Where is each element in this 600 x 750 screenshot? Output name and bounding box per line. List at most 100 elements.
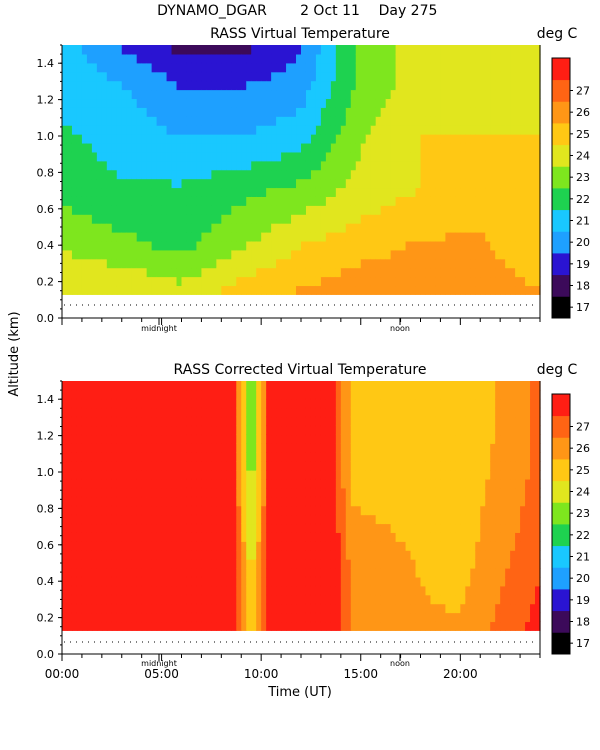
heatmap-cell bbox=[485, 196, 491, 206]
heatmap-cell bbox=[221, 232, 227, 242]
heatmap-cell bbox=[91, 478, 98, 489]
heatmap-cell bbox=[320, 434, 327, 444]
heatmap-cell bbox=[301, 443, 307, 453]
heatmap-cell bbox=[301, 125, 307, 135]
heatmap-cell bbox=[315, 621, 322, 631]
heatmap-cell bbox=[111, 267, 118, 278]
heatmap-cell bbox=[305, 568, 312, 578]
heatmap-cell bbox=[286, 550, 292, 560]
heatmap-cell bbox=[430, 196, 437, 206]
heatmap-cell bbox=[425, 258, 432, 269]
heatmap-cell bbox=[131, 416, 138, 427]
heatmap-cell bbox=[390, 470, 397, 480]
heatmap-cell bbox=[126, 478, 133, 489]
heatmap-cell bbox=[296, 621, 302, 631]
heatmap-cell bbox=[455, 125, 461, 135]
heatmap-cell bbox=[350, 612, 357, 623]
heatmap-cell bbox=[211, 169, 217, 180]
heatmap-cell bbox=[340, 612, 347, 623]
heatmap-cell bbox=[106, 398, 113, 409]
heatmap-cell bbox=[156, 514, 163, 525]
heatmap-cell bbox=[345, 585, 352, 596]
heatmap-cell bbox=[66, 559, 73, 569]
heatmap-cell bbox=[251, 80, 257, 91]
heatmap-cell bbox=[71, 523, 78, 533]
heatmap-cell bbox=[111, 53, 118, 64]
heatmap-cell bbox=[485, 258, 491, 269]
heatmap-cell bbox=[385, 249, 392, 260]
heatmap-cell bbox=[485, 45, 491, 55]
heatmap-cell bbox=[76, 470, 83, 480]
heatmap-cell bbox=[286, 478, 292, 489]
heatmap-cell bbox=[296, 249, 302, 260]
heatmap-cell bbox=[430, 612, 437, 623]
heatmap-cell bbox=[455, 276, 461, 287]
heatmap-cell bbox=[131, 523, 138, 533]
heatmap-cell bbox=[400, 514, 407, 525]
heatmap-cell bbox=[480, 205, 486, 215]
heatmap-cell bbox=[101, 621, 108, 631]
heatmap-cell bbox=[71, 285, 78, 295]
heatmap-cell bbox=[276, 62, 282, 73]
heatmap-cell bbox=[296, 62, 302, 73]
heatmap-cell bbox=[400, 187, 407, 197]
heatmap-cell bbox=[81, 142, 88, 153]
heatmap-cell bbox=[380, 240, 387, 251]
heatmap-cell bbox=[241, 576, 247, 587]
heatmap-cell bbox=[201, 407, 207, 418]
heatmap-cell bbox=[216, 478, 222, 489]
heatmap-cell bbox=[261, 62, 267, 73]
heatmap-cell bbox=[106, 541, 113, 551]
heatmap-cell bbox=[310, 505, 317, 516]
heatmap-cell bbox=[420, 434, 427, 444]
heatmap-cell bbox=[420, 452, 427, 462]
heatmap-cell bbox=[350, 80, 357, 91]
heatmap-cell bbox=[136, 178, 143, 189]
heatmap-cell bbox=[380, 232, 387, 242]
heatmap-cell bbox=[121, 89, 128, 100]
heatmap-cell bbox=[390, 434, 397, 444]
heatmap-cell bbox=[400, 612, 407, 623]
heatmap-cell bbox=[266, 514, 272, 525]
heatmap-cell bbox=[116, 461, 123, 471]
heatmap-cell bbox=[380, 98, 387, 108]
heatmap-cell bbox=[111, 434, 118, 444]
heatmap-cell bbox=[410, 98, 417, 108]
heatmap-cell bbox=[141, 178, 148, 189]
heatmap-cell bbox=[186, 134, 193, 144]
heatmap-cell bbox=[430, 381, 437, 391]
heatmap-cell bbox=[325, 45, 332, 55]
heatmap-cell bbox=[375, 223, 382, 233]
heatmap-cell bbox=[276, 496, 282, 507]
heatmap-cell bbox=[445, 178, 451, 189]
heatmap-cell bbox=[71, 71, 78, 82]
heatmap-cell bbox=[430, 541, 437, 551]
heatmap-cell bbox=[131, 187, 138, 197]
heatmap-cell bbox=[500, 45, 506, 55]
heatmap-cell bbox=[281, 470, 287, 480]
heatmap-cell bbox=[211, 107, 217, 117]
heatmap-cell bbox=[515, 258, 521, 269]
heatmap-cell bbox=[116, 71, 123, 82]
heatmap-cell bbox=[430, 585, 437, 596]
heatmap-cell bbox=[460, 89, 466, 100]
heatmap-cell bbox=[281, 187, 287, 197]
heatmap-cell bbox=[196, 407, 203, 418]
heatmap-cell bbox=[261, 514, 267, 525]
heatmap-cell bbox=[126, 389, 133, 400]
heatmap-cell bbox=[475, 285, 481, 295]
heatmap-cell bbox=[141, 496, 148, 507]
heatmap-cell bbox=[485, 116, 491, 126]
heatmap-cell bbox=[460, 169, 466, 180]
heatmap-cell bbox=[315, 487, 322, 498]
heatmap-cell bbox=[86, 116, 93, 126]
heatmap-cell bbox=[176, 514, 183, 525]
heatmap-cell bbox=[246, 134, 252, 144]
heatmap-cell bbox=[291, 576, 297, 587]
heatmap-cell bbox=[375, 89, 382, 100]
heatmap-cell bbox=[166, 258, 173, 269]
heatmap-cell bbox=[276, 80, 282, 91]
heatmap-cell bbox=[495, 107, 501, 117]
heatmap-cell bbox=[490, 107, 496, 117]
heatmap-cell bbox=[176, 142, 183, 153]
